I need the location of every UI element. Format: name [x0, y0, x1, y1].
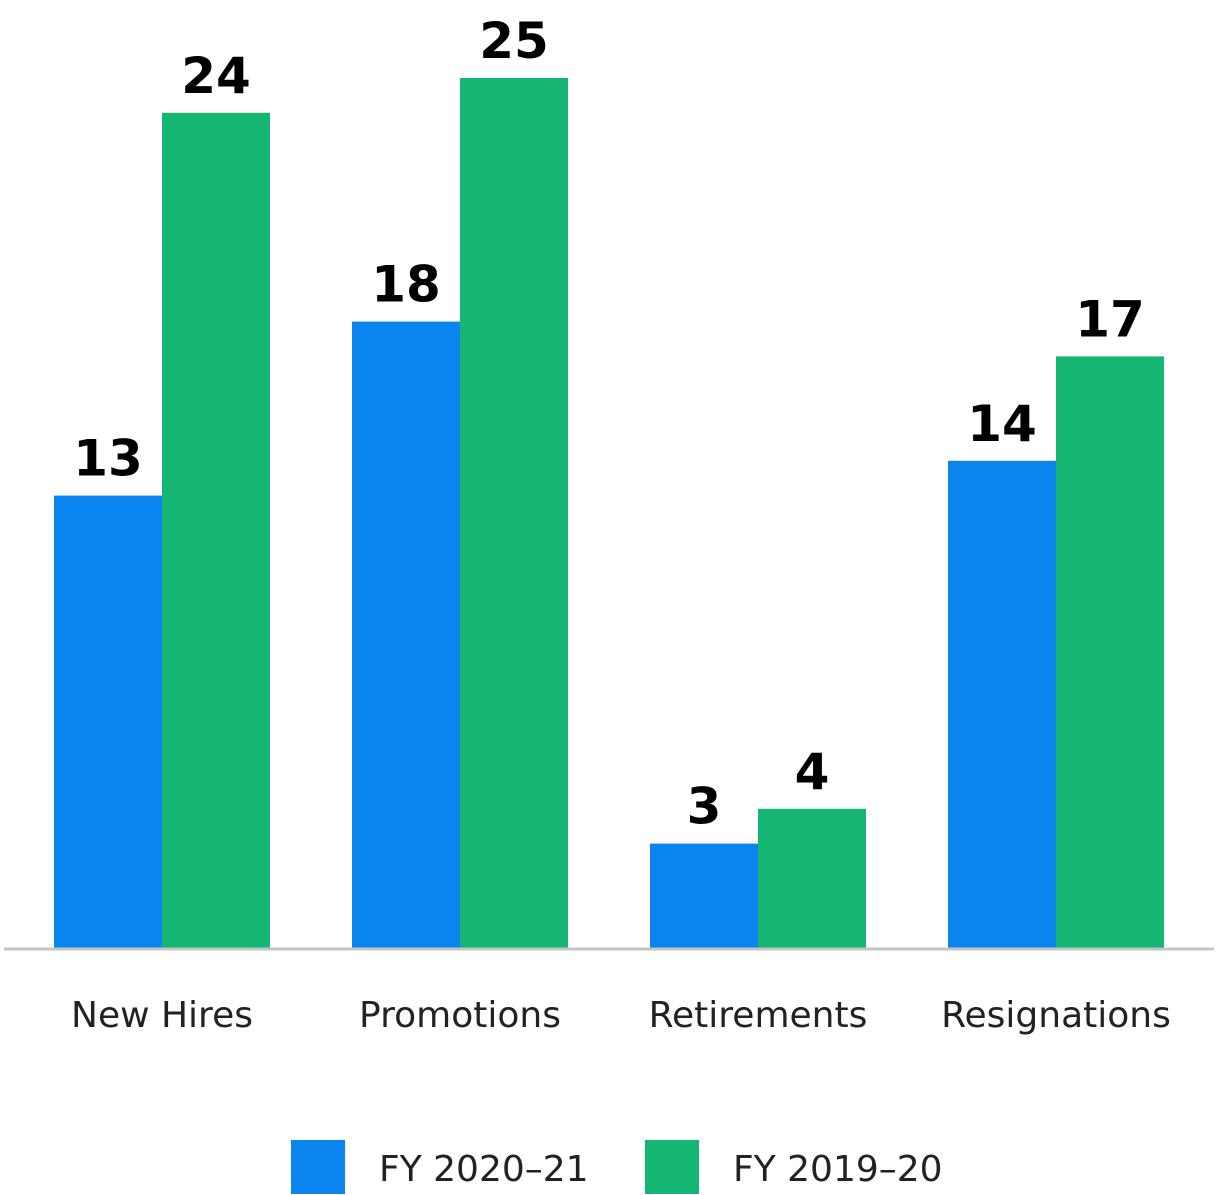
legend-swatch-series-1: [291, 1140, 345, 1194]
legend-label-series-2: FY 2019–20: [733, 1149, 943, 1190]
value-label-retirements-series-1: 3: [687, 778, 722, 836]
bars-group: [54, 78, 1164, 949]
value-label-resignations-series-1: 14: [967, 395, 1037, 453]
bar-promotions-series-1: [352, 321, 460, 949]
value-label-resignations-series-2: 17: [1075, 290, 1145, 348]
legend: FY 2020–21 FY 2019–20: [291, 1140, 943, 1194]
bar-new-hires-series-2: [162, 112, 270, 949]
legend-swatch-series-2: [645, 1140, 699, 1194]
bar-resignations-series-1: [948, 460, 1056, 948]
category-labels-group: New Hires Promotions Retirements Resignatio…: [71, 995, 1171, 1036]
category-label-new-hires: New Hires: [71, 995, 253, 1036]
category-label-retirements: Retirements: [649, 995, 868, 1036]
bar-promotions-series-2: [460, 78, 568, 948]
value-label-retirements-series-2: 4: [795, 743, 830, 801]
value-labels-group: 13 24 18 25 3 4 14 17: [73, 12, 1145, 836]
bar-resignations-series-2: [1056, 356, 1164, 948]
value-label-promotions-series-1: 18: [371, 256, 441, 314]
category-label-promotions: Promotions: [359, 995, 561, 1036]
bar-new-hires-series-1: [54, 495, 162, 948]
bar-retirements-series-1: [650, 843, 758, 948]
value-label-new-hires-series-1: 13: [73, 430, 143, 488]
bar-retirements-series-2: [758, 808, 866, 948]
category-label-resignations: Resignations: [941, 995, 1171, 1036]
legend-label-series-1: FY 2020–21: [379, 1149, 589, 1190]
value-label-promotions-series-2: 25: [479, 12, 549, 70]
value-label-new-hires-series-2: 24: [181, 47, 251, 105]
